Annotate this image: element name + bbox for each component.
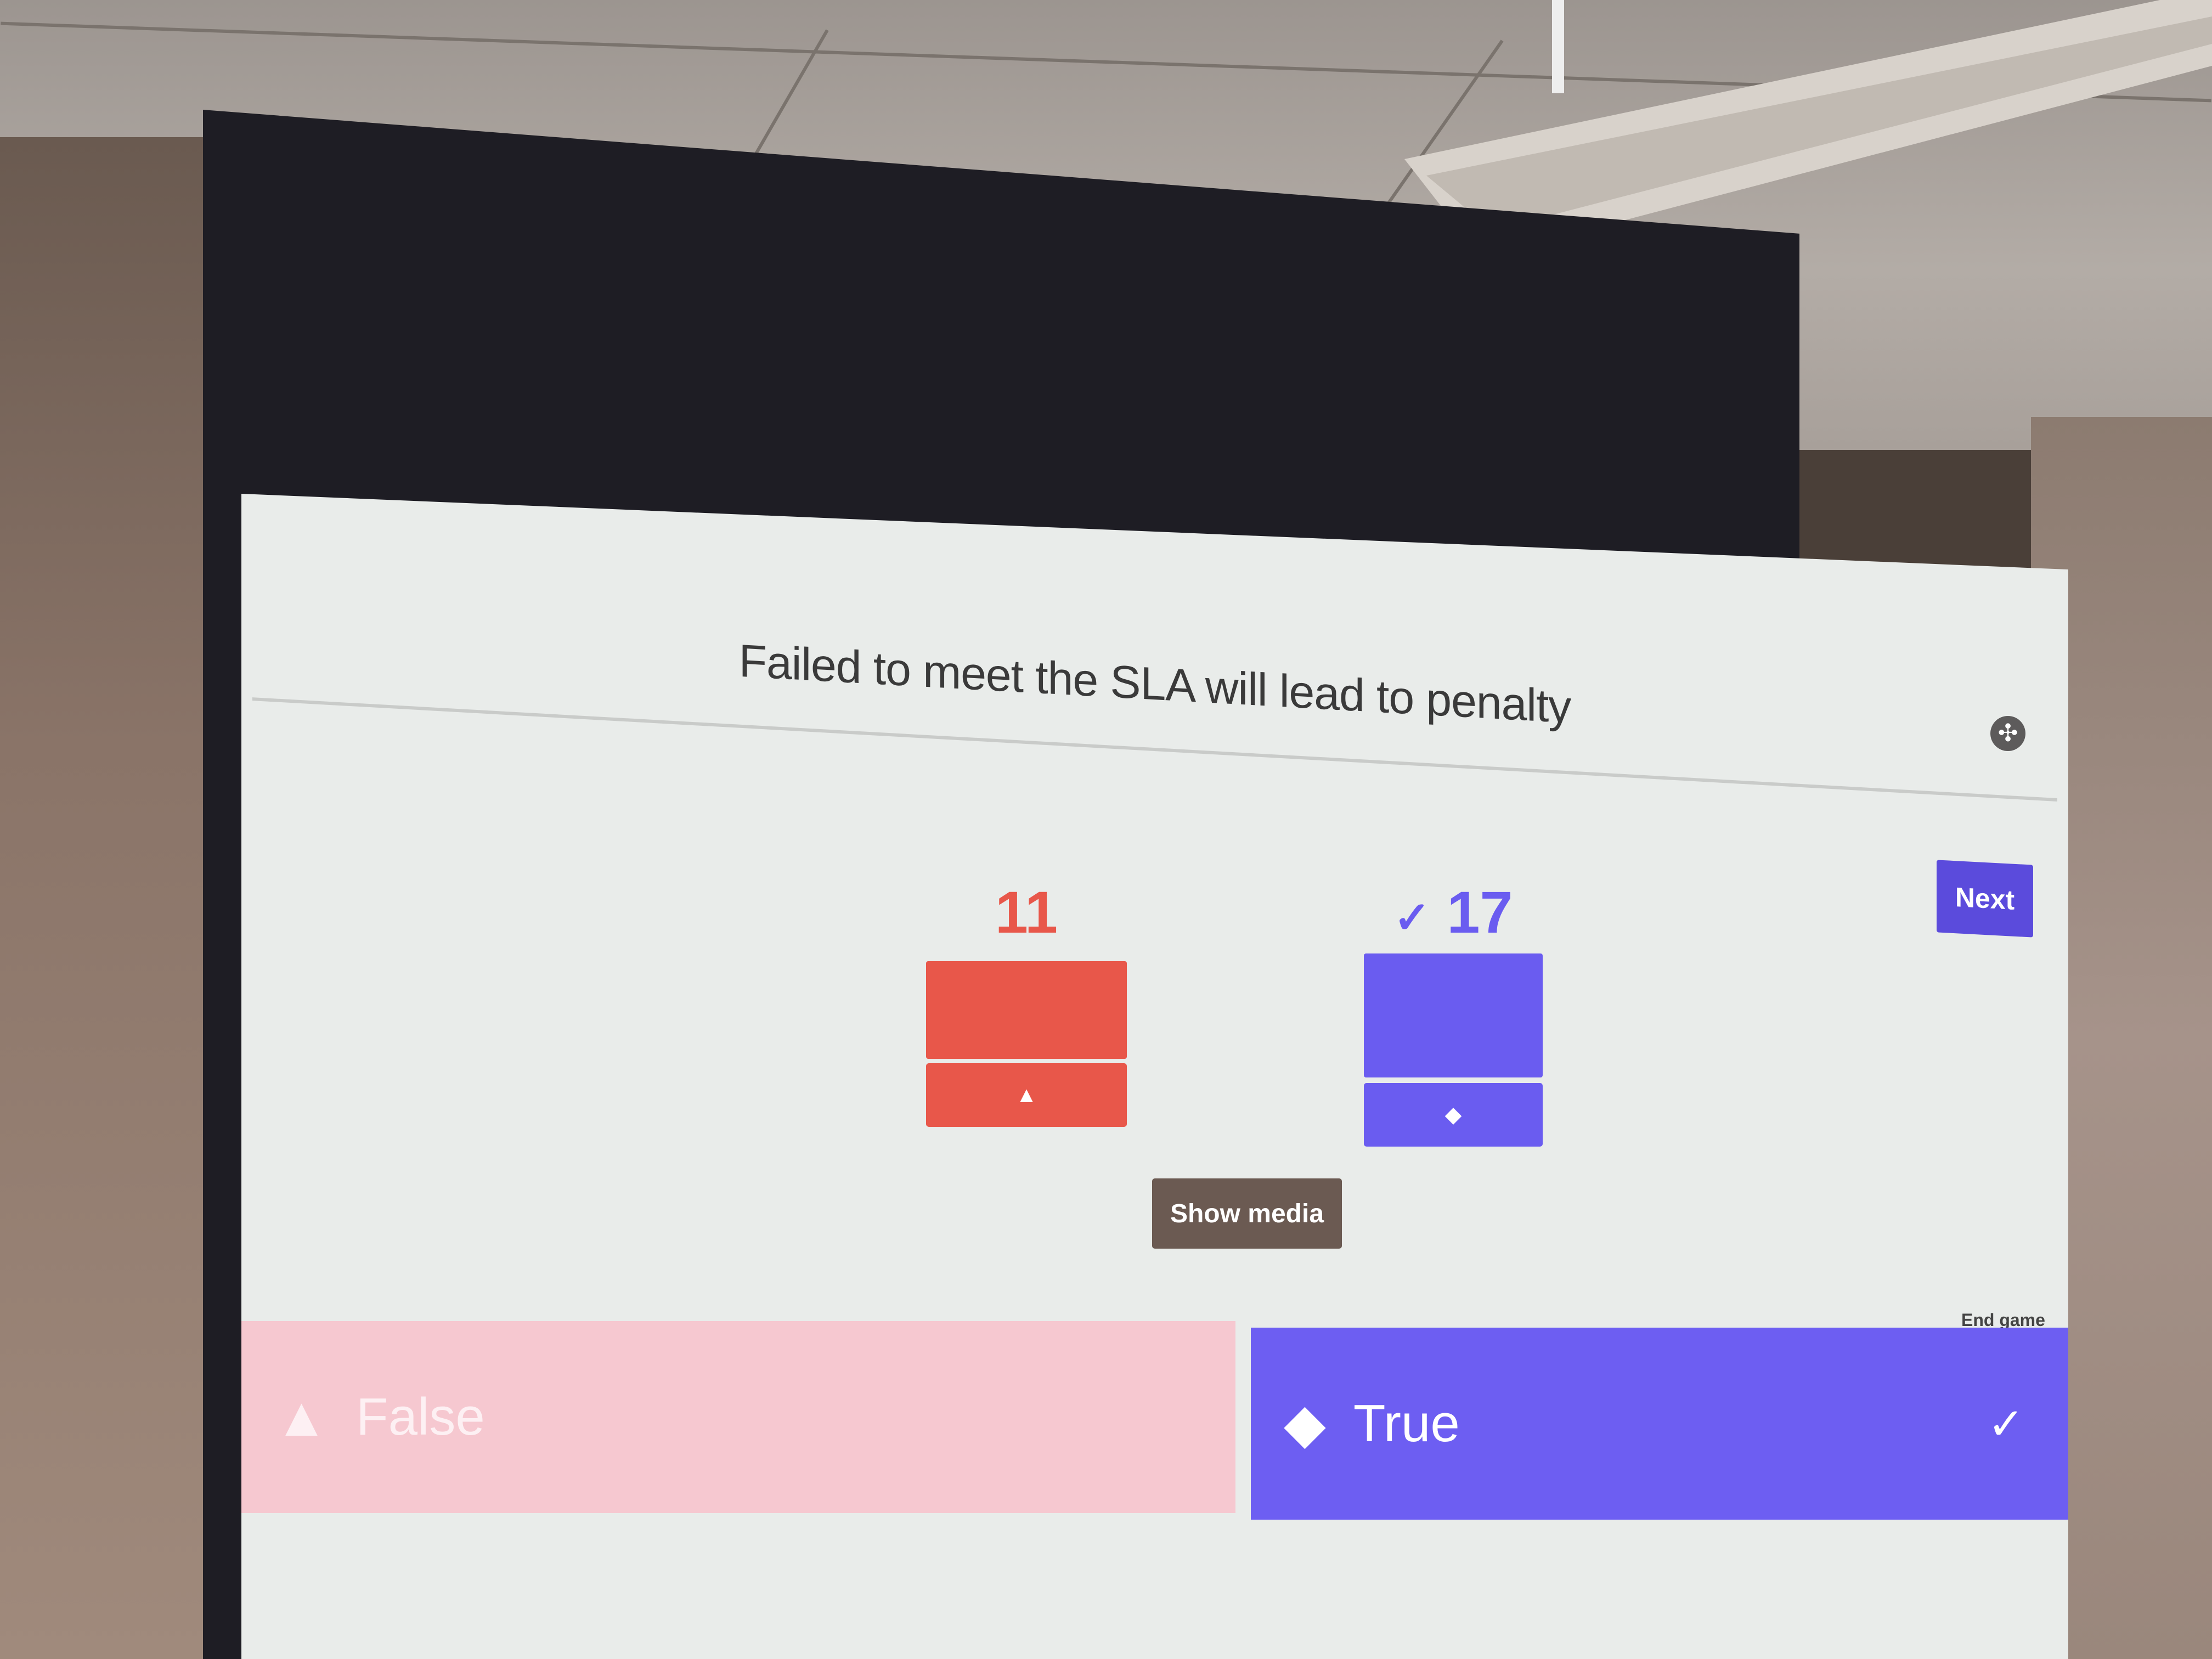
results-bar-base-false: ▲ — [926, 1063, 1127, 1127]
answer-label-true: True — [1353, 1393, 1460, 1454]
results-count-value-false: 11 — [995, 879, 1058, 945]
results-count-value-true: 17 — [1447, 879, 1513, 945]
check-icon: ✓ — [1393, 893, 1430, 942]
settings-button[interactable]: ✣ — [1990, 716, 2025, 751]
answer-true: ◆ True ✓ — [1251, 1328, 2068, 1520]
results-count-false: 11 — [926, 878, 1127, 946]
answer-label-false: False — [356, 1387, 485, 1447]
diamond-icon: ◆ — [1445, 1102, 1462, 1127]
results-bar-fill-true — [1364, 953, 1543, 1077]
left-wall — [0, 137, 208, 1659]
question-text: Failed to meet the SLA will lead to pena… — [241, 606, 2068, 761]
next-button[interactable]: Next — [1937, 860, 2033, 937]
results-bar-true: ✓ 17 ◆ — [1364, 878, 1543, 1097]
results-count-true: ✓ 17 — [1364, 878, 1543, 946]
results-bar-fill-false — [926, 961, 1127, 1059]
show-media-button[interactable]: Show media — [1152, 1178, 1342, 1249]
settings-icon: ✣ — [1998, 721, 2018, 746]
quiz-screen: Failed to meet the SLA will lead to pena… — [241, 494, 2068, 1659]
diamond-icon: ◆ — [1284, 1396, 1326, 1451]
answer-false: ▲ False — [241, 1321, 1235, 1513]
check-icon: ✓ — [1988, 1398, 2024, 1449]
triangle-icon: ▲ — [1015, 1083, 1037, 1108]
triangle-icon: ▲ — [274, 1390, 329, 1444]
results-bar-false: 11 ▲ — [926, 878, 1127, 1070]
results-bar-base-true: ◆ — [1364, 1083, 1543, 1147]
